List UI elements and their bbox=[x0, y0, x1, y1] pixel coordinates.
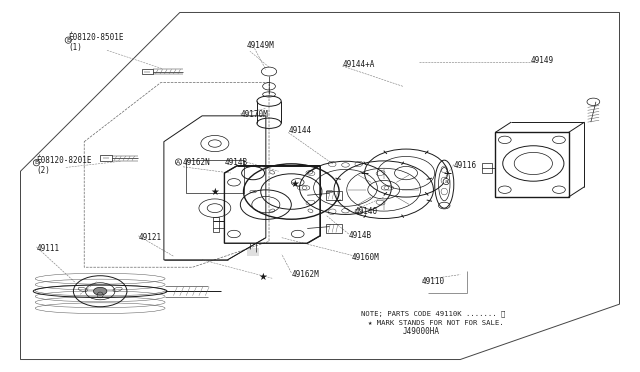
Text: 49110: 49110 bbox=[422, 278, 445, 286]
Circle shape bbox=[93, 287, 107, 295]
Text: ★ MARK STANDS FOR NOT FOR SALE.: ★ MARK STANDS FOR NOT FOR SALE. bbox=[368, 320, 504, 326]
Text: É08120-8501E
(1): É08120-8501E (1) bbox=[68, 33, 124, 52]
Text: B: B bbox=[35, 160, 38, 165]
Text: B: B bbox=[66, 38, 70, 43]
Text: 49144: 49144 bbox=[288, 126, 311, 135]
Text: 49170M: 49170M bbox=[241, 109, 268, 119]
Text: É08120-8201E
(2): É08120-8201E (2) bbox=[36, 156, 92, 175]
Text: 49149: 49149 bbox=[531, 56, 554, 65]
Text: 49111: 49111 bbox=[36, 244, 60, 253]
Text: NOTE; PARTS CODE 49110K ....... Ⓠ: NOTE; PARTS CODE 49110K ....... Ⓠ bbox=[362, 310, 506, 317]
Text: a: a bbox=[444, 179, 448, 184]
Text: 49144+A: 49144+A bbox=[342, 60, 374, 69]
Text: 49162M: 49162M bbox=[291, 270, 319, 279]
Text: 49162N: 49162N bbox=[183, 157, 211, 167]
Text: 49160M: 49160M bbox=[352, 253, 380, 263]
Text: 49140: 49140 bbox=[355, 207, 378, 217]
Text: 49121: 49121 bbox=[138, 233, 161, 242]
Text: ★: ★ bbox=[259, 272, 267, 282]
Text: 4914B: 4914B bbox=[225, 157, 248, 167]
Text: ★: ★ bbox=[290, 179, 299, 189]
Text: 49149M: 49149M bbox=[246, 41, 275, 50]
Text: ★: ★ bbox=[211, 186, 220, 196]
Text: A: A bbox=[177, 160, 180, 164]
Text: J49000HA: J49000HA bbox=[403, 327, 440, 336]
Text: 4914B: 4914B bbox=[349, 231, 372, 240]
Text: 49116: 49116 bbox=[454, 161, 477, 170]
